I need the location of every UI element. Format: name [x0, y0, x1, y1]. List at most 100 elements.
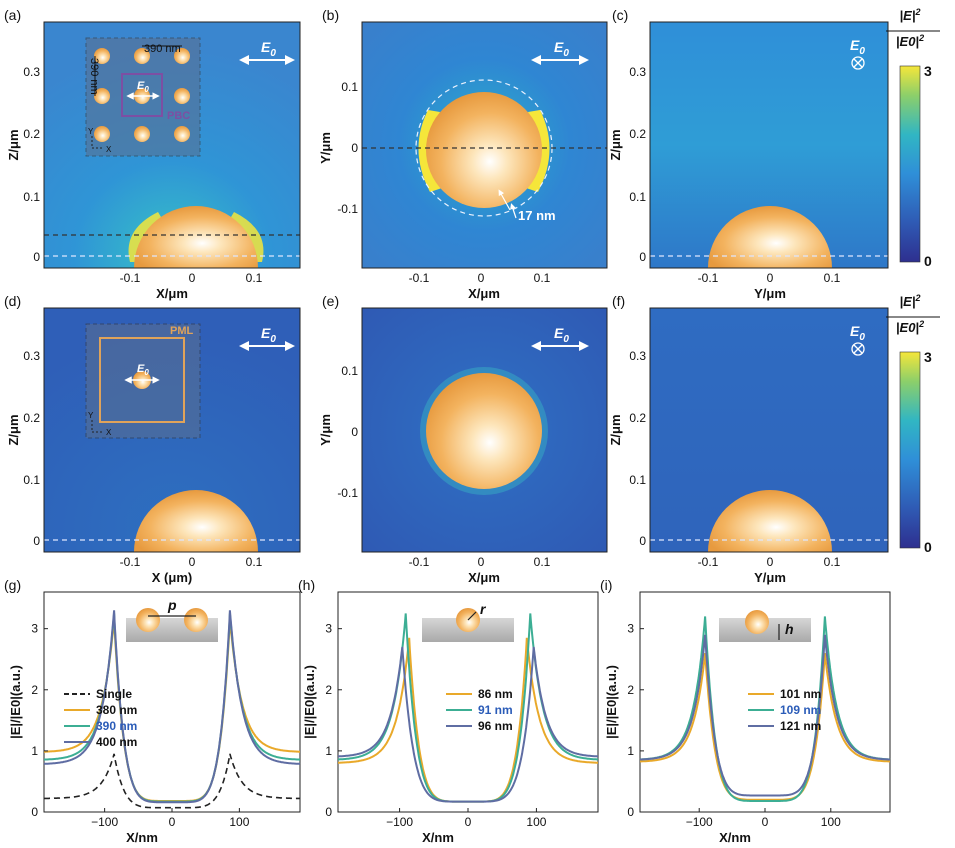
- param-label: p: [167, 597, 177, 613]
- y-tick-label: 2: [325, 683, 332, 697]
- x-tick-label: -0.1: [698, 555, 719, 569]
- x-tick-label: −100: [91, 815, 118, 829]
- x-tick-label: -0.1: [698, 271, 719, 285]
- x-tick-label: 0: [767, 555, 774, 569]
- legend-label: 101 nm: [780, 687, 821, 701]
- y-tick-label: 0.1: [629, 473, 646, 487]
- colorbar-title-num: |E|2: [900, 7, 921, 23]
- y-ticks: 0 0.1 0.2 0.3: [23, 65, 40, 264]
- y-tick-label: 0: [351, 425, 358, 439]
- panel-b: 17 nm (b) E0 -0.1 0 0.1 -0.1 0 0.1 X/μm …: [318, 7, 608, 301]
- colorbar-gradient: [899, 351, 921, 549]
- y-tick-label: 1: [627, 744, 634, 758]
- x-tick-label: 0.1: [824, 555, 841, 569]
- y-axis-label: Z/μm: [6, 129, 21, 160]
- series-line: [338, 646, 598, 803]
- y-tick-label: 0: [639, 250, 646, 264]
- x-ticks: -0.1 0 0.1: [120, 271, 263, 285]
- x-tick-label: 0.1: [824, 271, 841, 285]
- y-axis-label: Z/μm: [608, 414, 623, 445]
- sphere-array: [94, 48, 190, 142]
- legend-label: 109 nm: [780, 703, 821, 717]
- x-tick-label: 0: [478, 555, 485, 569]
- y-tick-label: 2: [627, 683, 634, 697]
- inset-axis-x: X: [106, 145, 112, 154]
- legend-label: 86 nm: [478, 687, 513, 701]
- colorbar-2: |E|2 |E0|2 3 0: [886, 293, 940, 555]
- x-tick-label: -0.1: [409, 271, 430, 285]
- y-axis-label: Z/μm: [6, 414, 21, 445]
- y-axis-label: |E|/|E0|(a.u.): [8, 665, 23, 739]
- period-h-label: 390 nm: [144, 43, 181, 55]
- panel-c: (c) E0 0 0.1 0.2 0.3 -0.1 0 0.1 Y/μm Z/μ…: [608, 7, 889, 301]
- x-tick-label: 0: [465, 815, 472, 829]
- x-tick-label: 100: [229, 815, 249, 829]
- plot-frame: [649, 21, 889, 269]
- x-axis-label: X/μm: [156, 286, 188, 301]
- e0-label: E0: [261, 325, 276, 345]
- y-tick-label: 0.2: [23, 411, 40, 425]
- plot-frame: [43, 307, 301, 553]
- x-tick-label: -0.1: [120, 555, 141, 569]
- colorbar-title-num: |E|2: [900, 293, 921, 309]
- plot-frame: [43, 21, 301, 269]
- y-tick-label: 0.2: [23, 127, 40, 141]
- y-ticks: -0.1 0 0.1: [337, 364, 358, 500]
- x-axis-label: X (μm): [152, 570, 192, 585]
- x-tick-label: 0: [478, 271, 485, 285]
- legend-label: 96 nm: [478, 719, 513, 733]
- hemisphere-sphere: [134, 206, 258, 268]
- colorbar-title-den: |E0|2: [896, 319, 924, 335]
- y-axis-label: |E|/|E0|(a.u.): [604, 665, 619, 739]
- hemisphere-sphere: [708, 206, 832, 268]
- inset-e0-label: E0: [137, 80, 149, 94]
- x-axis-label: X/nm: [422, 830, 454, 845]
- y-tick-label: 0.1: [23, 190, 40, 204]
- e0-label: E0: [554, 39, 569, 59]
- y-tick-label: -0.1: [337, 486, 358, 500]
- x-tick-label: 0.1: [534, 555, 551, 569]
- series-line: [44, 753, 300, 809]
- x-tick-label: 0.1: [246, 271, 263, 285]
- panel-letter: (i): [600, 577, 612, 593]
- x-tick-label: 100: [821, 815, 841, 829]
- x-tick-label: -0.1: [409, 555, 430, 569]
- x-tick-label: −100: [386, 815, 413, 829]
- x-tick-label: 0.1: [534, 271, 551, 285]
- panel-letter: (h): [298, 577, 315, 593]
- y-tick-label: 0: [351, 141, 358, 155]
- gap-annotation: 17 nm: [518, 208, 556, 223]
- y-tick-label: 2: [31, 683, 38, 697]
- y-axis-label: Y/μm: [318, 132, 333, 164]
- x-axis-label: X/μm: [468, 286, 500, 301]
- x-tick-label: 0: [767, 271, 774, 285]
- y-tick-label: 0.1: [341, 80, 358, 94]
- y-tick-label: 0: [33, 534, 40, 548]
- panel-a: (a) E0 390 nm 390 nm PBC Y X E0 0 0.1 0.…: [4, 7, 301, 301]
- colorbar-min: 0: [924, 539, 932, 555]
- y-tick-label: 1: [31, 744, 38, 758]
- series-line: [43, 610, 301, 804]
- param-label: h: [785, 621, 794, 637]
- hemisphere-sphere: [708, 490, 832, 552]
- line-chart-h: (h) r 86 nm 91 nm 96 nm 0 1 2 3 −100 0 100 X/nm |E|/|…: [298, 577, 599, 845]
- x-ticks: -0.1 0 0.1: [409, 271, 551, 285]
- y-tick-label: 0.1: [341, 364, 358, 378]
- x-ticks: -0.1 0 0.1: [698, 555, 841, 569]
- y-tick-label: 3: [325, 622, 332, 636]
- e0-label: E0: [850, 323, 865, 343]
- x-axis-label: Y/μm: [754, 570, 786, 585]
- colorbar-title-den: |E0|2: [896, 33, 924, 49]
- line-chart-i: (i) h 101 nm 109 nm 121 nm 0 1 2 3 −100 0 100 X/nm |E…: [600, 577, 891, 845]
- y-tick-label: 0: [31, 805, 38, 819]
- colorbar-gradient: [899, 65, 921, 263]
- y-tick-label: 0.1: [23, 473, 40, 487]
- inset-axis-y: Y: [88, 127, 94, 136]
- y-tick-label: 0.3: [23, 65, 40, 79]
- y-tick-label: 0.2: [629, 411, 646, 425]
- y-ticks: 0 0.1 0.2 0.3: [629, 349, 646, 548]
- y-tick-label: 3: [31, 622, 38, 636]
- y-ticks: 0 0.1 0.2 0.3: [23, 349, 40, 548]
